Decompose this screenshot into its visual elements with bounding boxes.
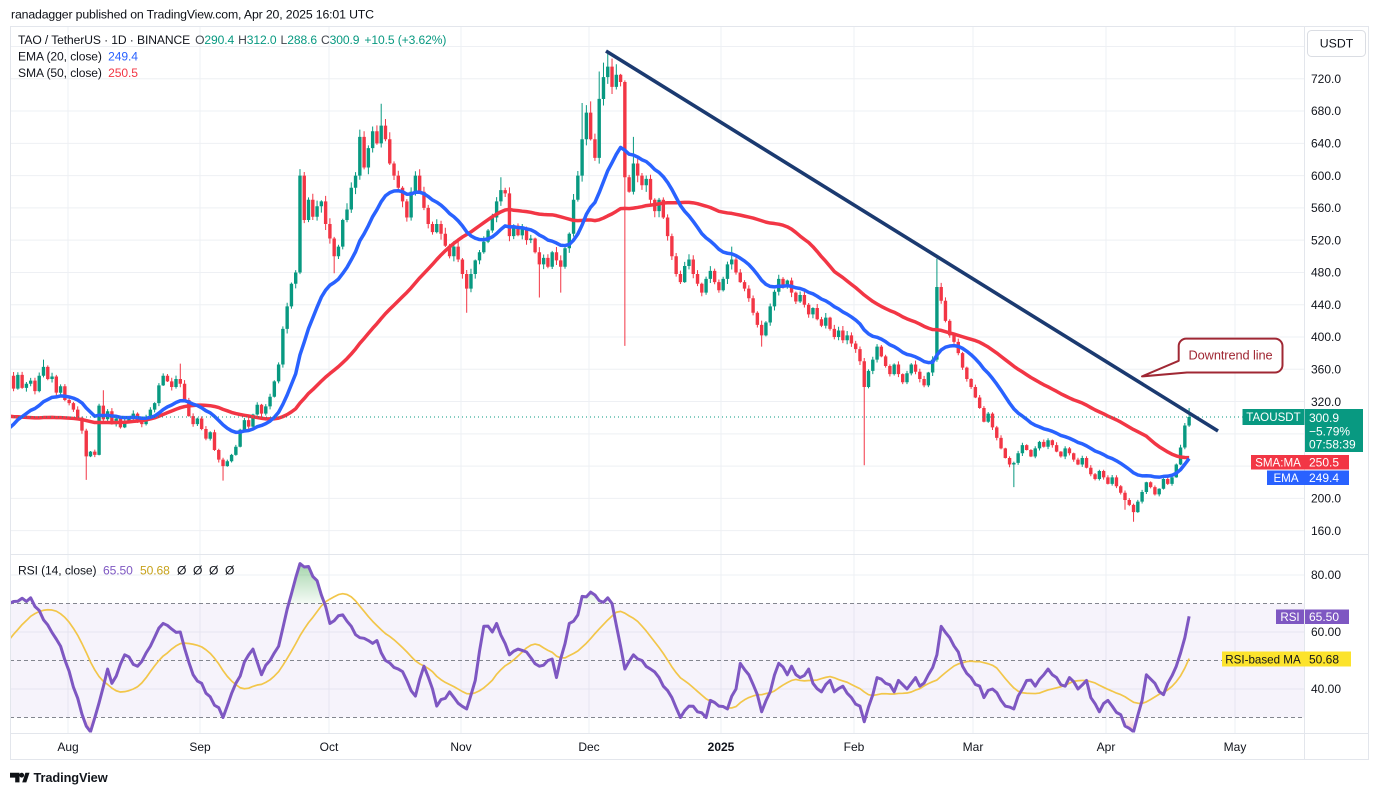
svg-text:07:58:39: 07:58:39	[1309, 438, 1356, 452]
svg-text:250.5: 250.5	[1309, 456, 1339, 470]
svg-text:65.50: 65.50	[1309, 610, 1339, 624]
svg-text:640.0: 640.0	[1311, 137, 1341, 151]
svg-text:80.00: 80.00	[1311, 568, 1341, 582]
svg-text:40.00: 40.00	[1311, 682, 1341, 696]
svg-text:720.0: 720.0	[1311, 72, 1341, 86]
svg-text:RSI-based MA: RSI-based MA	[1225, 654, 1301, 667]
svg-text:ranadagger published on Tradin: ranadagger published on TradingView.com,…	[11, 8, 374, 22]
svg-text:Sep: Sep	[189, 740, 211, 754]
svg-text:60.00: 60.00	[1311, 625, 1341, 639]
svg-text:400.0: 400.0	[1311, 330, 1341, 344]
svg-text:USDT: USDT	[1320, 37, 1354, 51]
svg-text:Oct: Oct	[320, 740, 339, 754]
svg-text:TradingView: TradingView	[34, 770, 108, 785]
svg-text:320.0: 320.0	[1311, 395, 1341, 409]
svg-text:560.0: 560.0	[1311, 201, 1341, 215]
svg-text:Feb: Feb	[844, 740, 865, 754]
svg-text:200.0: 200.0	[1311, 492, 1341, 506]
svg-text:Downtrend line: Downtrend line	[1189, 348, 1273, 363]
svg-text:360.0: 360.0	[1311, 362, 1341, 376]
svg-text:Dec: Dec	[578, 740, 599, 754]
svg-text:EMA: EMA	[1273, 472, 1298, 485]
svg-text:−5.79%: −5.79%	[1309, 425, 1350, 439]
svg-text:RSI: RSI	[1280, 611, 1299, 624]
svg-text:249.4: 249.4	[1309, 471, 1339, 485]
svg-text:Nov: Nov	[450, 740, 471, 754]
svg-text:Apr: Apr	[1097, 740, 1116, 754]
svg-text:TAOUSDT: TAOUSDT	[1246, 411, 1301, 424]
svg-text:SMA:MA: SMA:MA	[1255, 457, 1301, 470]
svg-text:680.0: 680.0	[1311, 104, 1341, 118]
svg-text:160.0: 160.0	[1311, 524, 1341, 538]
svg-text:520.0: 520.0	[1311, 233, 1341, 247]
svg-text:50.68: 50.68	[1309, 653, 1339, 667]
svg-text:440.0: 440.0	[1311, 298, 1341, 312]
svg-text:480.0: 480.0	[1311, 266, 1341, 280]
svg-text:Aug: Aug	[57, 740, 78, 754]
svg-text:Mar: Mar	[963, 740, 984, 754]
svg-text:300.9: 300.9	[1309, 411, 1339, 425]
svg-text:2025: 2025	[708, 740, 735, 754]
svg-text:EMA (20, close) 249.4: EMA (20, close) 249.4	[18, 50, 138, 64]
svg-text:SMA (50, close) 250.5: SMA (50, close) 250.5	[18, 66, 138, 80]
svg-text:May: May	[1224, 740, 1247, 754]
svg-text:600.0: 600.0	[1311, 169, 1341, 183]
